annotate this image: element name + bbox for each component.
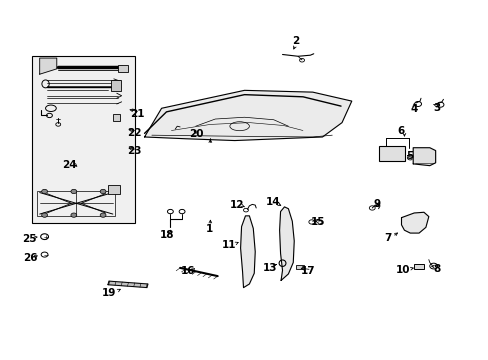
Polygon shape	[40, 58, 57, 74]
Text: 16: 16	[181, 266, 195, 276]
Text: 19: 19	[102, 288, 116, 298]
Text: 18: 18	[160, 230, 174, 239]
Text: 15: 15	[310, 217, 324, 227]
Bar	[113, 114, 120, 121]
Polygon shape	[144, 90, 351, 140]
Text: 3: 3	[432, 103, 440, 113]
Bar	[111, 80, 121, 91]
Text: 26: 26	[22, 253, 37, 263]
Circle shape	[100, 213, 106, 217]
Circle shape	[41, 213, 47, 217]
Bar	[32, 56, 135, 223]
Text: 12: 12	[229, 200, 244, 210]
Text: 13: 13	[263, 262, 277, 273]
Text: 17: 17	[300, 266, 315, 276]
Polygon shape	[401, 212, 428, 233]
Bar	[37, 191, 115, 216]
Circle shape	[71, 189, 77, 194]
Text: 21: 21	[130, 109, 144, 119]
Text: 9: 9	[373, 199, 380, 210]
Text: 25: 25	[21, 234, 36, 244]
Polygon shape	[240, 216, 255, 288]
Text: 6: 6	[396, 126, 404, 135]
Text: 14: 14	[265, 197, 280, 207]
Text: 5: 5	[406, 150, 413, 161]
Text: 7: 7	[384, 233, 391, 243]
Bar	[108, 185, 120, 194]
Circle shape	[41, 189, 47, 194]
Bar	[118, 64, 128, 72]
Text: 8: 8	[432, 264, 440, 274]
Circle shape	[100, 189, 106, 194]
Text: 22: 22	[127, 128, 142, 138]
Polygon shape	[412, 148, 435, 166]
Text: 4: 4	[409, 104, 417, 114]
Text: 20: 20	[189, 129, 203, 139]
Bar	[413, 264, 423, 269]
Text: 1: 1	[205, 225, 213, 234]
Text: 24: 24	[61, 160, 76, 170]
Text: 11: 11	[221, 240, 236, 250]
Bar	[296, 265, 303, 269]
Text: 23: 23	[127, 145, 142, 156]
Text: 2: 2	[291, 36, 299, 46]
Polygon shape	[279, 207, 294, 280]
Polygon shape	[108, 281, 148, 288]
Circle shape	[71, 213, 77, 217]
Bar	[378, 146, 405, 161]
Text: 10: 10	[395, 265, 409, 275]
